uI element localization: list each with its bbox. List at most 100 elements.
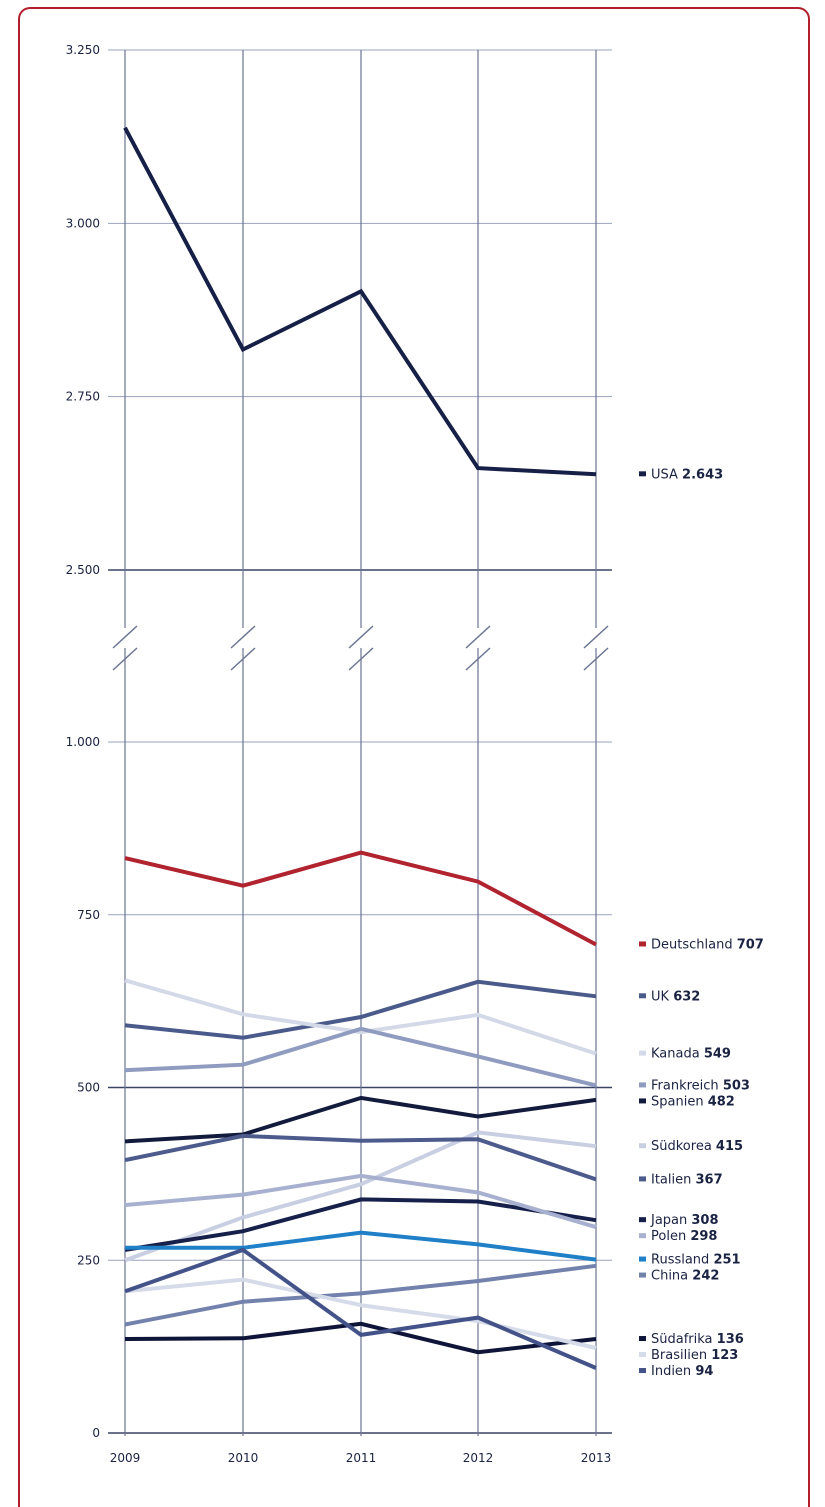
- axis-break-mark: [112, 625, 138, 649]
- legend-swatch: [639, 1272, 646, 1278]
- axis-break-mark: [112, 647, 138, 671]
- legend-item-japan: Japan 308: [639, 1213, 719, 1228]
- legend-series-value: 308: [691, 1213, 718, 1228]
- legend-label: Kanada 549: [651, 1047, 731, 1062]
- axis-break-mark: [583, 647, 609, 671]
- axis-break-mark: [348, 625, 374, 649]
- legend-swatch: [639, 1368, 646, 1374]
- legend-swatch: [639, 1256, 646, 1262]
- legend-item-usa: USA 2.643: [639, 467, 723, 482]
- legend-series-name: Indien: [651, 1364, 695, 1379]
- legend-series-value: 251: [713, 1253, 740, 1268]
- series-line-polen: [124, 1173, 597, 1230]
- chart-frame: [18, 7, 810, 1507]
- legend-swatch: [639, 1176, 646, 1182]
- legend-swatch: [639, 1233, 646, 1239]
- axis-break-mark: [230, 625, 256, 649]
- series-lines-layer: [123, 126, 597, 1370]
- legend-series-name: Kanada: [651, 1047, 704, 1062]
- legend-swatch: [639, 941, 646, 947]
- legend-series-name: Südafrika: [651, 1332, 717, 1347]
- legend-item-china: China 242: [639, 1269, 719, 1284]
- legend-swatch: [639, 1143, 646, 1149]
- legend-label: Polen 298: [651, 1229, 717, 1244]
- legend-label: Südafrika 136: [651, 1332, 744, 1347]
- legend-item-deutschland: Deutschland 707: [639, 937, 764, 952]
- y-tick-label: 3.250: [66, 43, 100, 57]
- series-line-kanada: [124, 978, 597, 1056]
- y-tick-label: 750: [77, 908, 100, 922]
- legend-swatch: [639, 471, 646, 477]
- legend-swatch: [639, 1352, 646, 1358]
- legend-label: USA 2.643: [651, 467, 723, 482]
- legend-swatch: [639, 1098, 646, 1104]
- series-line-china: [124, 1263, 597, 1327]
- legend-series-name: Brasilien: [651, 1348, 711, 1363]
- x-tick-label: 2013: [581, 1451, 612, 1465]
- legend-item-frankreich: Frankreich 503: [639, 1078, 750, 1093]
- legend-series-name: Italien: [651, 1172, 696, 1187]
- y-tick-label: 2.500: [66, 563, 100, 577]
- legend-series-name: Polen: [651, 1229, 690, 1244]
- series-line-indien: [124, 1247, 597, 1370]
- legend-series-name: UK: [651, 989, 673, 1004]
- legend-series-name: Deutschland: [651, 937, 737, 952]
- legend-swatch: [639, 993, 646, 999]
- legend-item-polen: Polen 298: [639, 1229, 717, 1244]
- series-line-deutschland: [124, 850, 597, 947]
- axis-break-mark: [230, 647, 256, 671]
- axis-break-mark: [465, 625, 491, 649]
- legend-series-value: 94: [695, 1364, 713, 1379]
- grid-layer: [108, 49, 612, 1436]
- legend-series-value: 2.643: [682, 467, 723, 482]
- legend-label: Südkorea 415: [651, 1139, 743, 1154]
- x-tick-label: 2010: [228, 1451, 259, 1465]
- y-tick-label: 3.000: [66, 216, 100, 230]
- legend-label: Frankreich 503: [651, 1078, 750, 1093]
- legend-series-name: Russland: [651, 1253, 713, 1268]
- series-line-spanien: [124, 1095, 597, 1144]
- legend-label: Indien 94: [651, 1364, 713, 1379]
- legend-label: China 242: [651, 1269, 719, 1284]
- legend-series-name: Spanien: [651, 1094, 708, 1109]
- x-tick-label: 2011: [346, 1451, 377, 1465]
- legend-label: Japan 308: [650, 1213, 719, 1228]
- legend-label: Italien 367: [651, 1172, 723, 1187]
- x-tick-label: 2012: [463, 1451, 494, 1465]
- legend-label: Deutschland 707: [651, 937, 764, 952]
- series-line-usa: [123, 126, 597, 477]
- y-tick-label: 250: [77, 1253, 100, 1267]
- legend-series-name: Südkorea: [651, 1139, 716, 1154]
- legend-item-russland: Russland 251: [639, 1253, 741, 1268]
- legend-series-value: 242: [692, 1269, 719, 1284]
- legend-item-italien: Italien 367: [639, 1172, 723, 1187]
- legend-series-value: 549: [704, 1047, 731, 1062]
- y-tick-label: 0: [92, 1426, 100, 1440]
- legend-series-value: 136: [717, 1332, 744, 1347]
- y-tick-label: 500: [77, 1081, 100, 1095]
- series-line-brasilien: [124, 1277, 597, 1350]
- legend-label: Brasilien 123: [651, 1348, 738, 1363]
- tick-labels-layer: 0 250 500 750 1.000 2.500 2.750 3.000 3.250 2009 2…: [66, 43, 612, 1465]
- series-line-südafrika: [124, 1321, 597, 1355]
- legend-series-name: Frankreich: [651, 1078, 723, 1093]
- series-line-südkorea: [124, 1130, 597, 1263]
- legend-item-uk: UK 632: [639, 989, 700, 1004]
- y-tick-label: 1.000: [66, 735, 100, 749]
- axis-break-mark: [465, 647, 491, 671]
- legend-labels-layer: USA 2.643 Deutschland 707 UK 632 Kanada 549…: [639, 467, 764, 1379]
- axis-break-mark: [583, 625, 609, 649]
- legend-series-name: China: [651, 1269, 692, 1284]
- legend-series-value: 367: [696, 1172, 723, 1187]
- x-tick-label: 2009: [110, 1451, 141, 1465]
- legend-series-value: 123: [711, 1348, 738, 1363]
- legend-swatch: [639, 1050, 646, 1056]
- legend-label: Spanien 482: [651, 1094, 735, 1109]
- y-tick-label: 2.750: [66, 390, 100, 404]
- series-line-russland: [125, 1230, 597, 1262]
- series-line-uk: [124, 979, 597, 1040]
- legend-item-südkorea: Südkorea 415: [639, 1139, 743, 1154]
- legend-series-value: 415: [716, 1139, 743, 1154]
- legend-series-name: Japan: [650, 1213, 691, 1228]
